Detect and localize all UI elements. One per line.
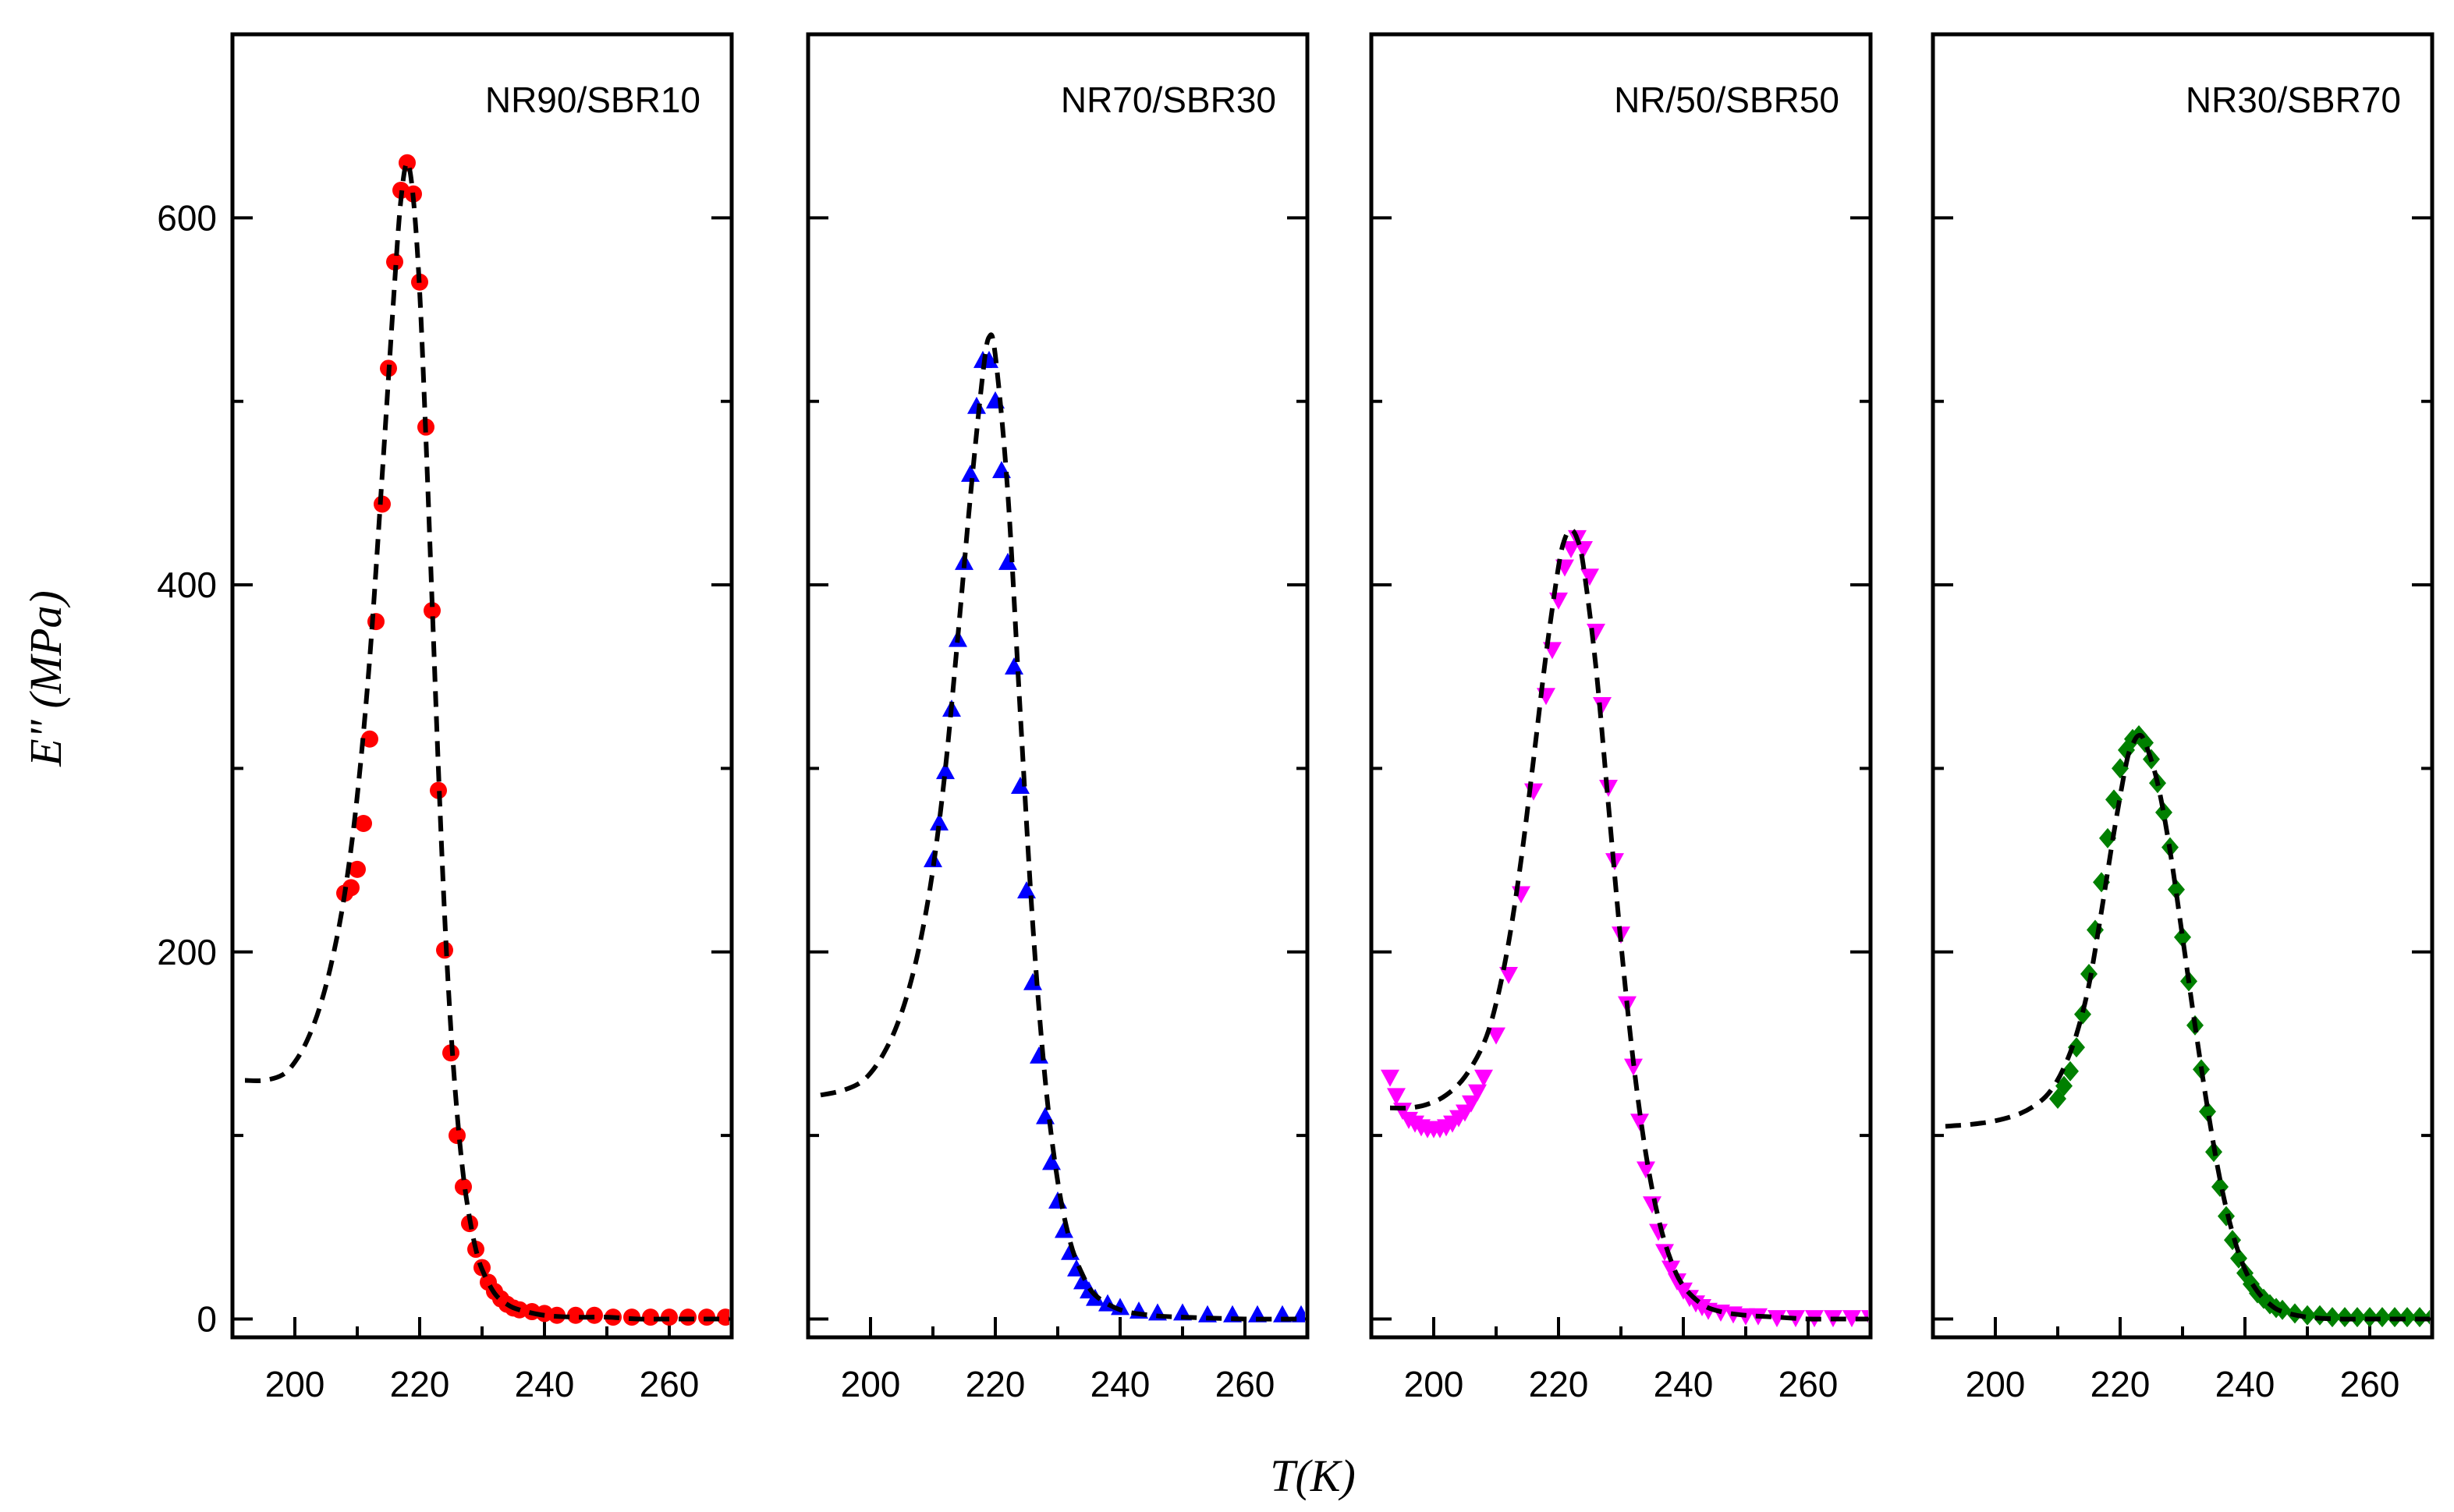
x-tick-label: 200 xyxy=(265,1364,325,1404)
data-point xyxy=(2174,926,2191,947)
data-point xyxy=(430,781,447,799)
panel-plot-area xyxy=(820,332,1305,1323)
y-tick-label: 600 xyxy=(157,197,217,238)
data-point xyxy=(1474,1069,1493,1087)
fit-curve xyxy=(820,332,1305,1322)
panel-frame xyxy=(1369,32,1873,1340)
panel-4: 200 220 240 260 NR30/SBR70 xyxy=(1931,32,2434,1404)
data-point xyxy=(1587,623,1605,641)
panels-container: 200 220 240 260 0 200 400 600 NR90/SBR10 200 220 24… xyxy=(157,32,2434,1404)
data-point xyxy=(642,1308,659,1326)
fit-curve xyxy=(244,160,729,1322)
x-tick-label: 240 xyxy=(515,1364,575,1404)
data-point xyxy=(998,552,1017,570)
data-point xyxy=(1468,1084,1487,1102)
data-point xyxy=(717,1308,729,1326)
data-point xyxy=(1111,1298,1129,1315)
data-point xyxy=(386,253,403,271)
data-point xyxy=(1562,540,1580,558)
x-tick-label: 220 xyxy=(390,1364,450,1404)
data-point xyxy=(1524,783,1543,801)
y-tick-label: 400 xyxy=(157,565,217,605)
x-tick-label: 220 xyxy=(1529,1364,1589,1404)
data-point xyxy=(2199,1101,2216,1122)
x-tick-label: 220 xyxy=(2091,1364,2151,1404)
panel-frame xyxy=(230,32,734,1340)
data-point xyxy=(1768,1310,1786,1328)
panel-plot-area xyxy=(1381,527,1868,1328)
panel-2: 200 220 240 260 NR70/SBR30 xyxy=(806,32,1310,1404)
x-tick-label: 240 xyxy=(2215,1364,2275,1404)
data-point xyxy=(1630,1114,1649,1131)
data-point xyxy=(2274,1299,2291,1320)
data-point xyxy=(1580,568,1599,586)
panel-label: NR/50/SBR50 xyxy=(1614,80,1839,120)
data-point xyxy=(2062,1061,2079,1082)
data-point xyxy=(2168,879,2185,900)
data-point xyxy=(1017,881,1036,899)
x-tick-label: 240 xyxy=(1654,1364,1714,1404)
data-point xyxy=(1005,657,1023,675)
x-tick-label: 200 xyxy=(841,1364,901,1404)
x-axis-title: T(K) xyxy=(1270,1450,1356,1501)
x-tick-label: 240 xyxy=(1090,1364,1151,1404)
panel-frame xyxy=(806,32,1310,1340)
x-tick-label: 200 xyxy=(1966,1364,2026,1404)
data-point xyxy=(1011,776,1030,794)
data-point xyxy=(1487,1027,1505,1045)
data-point xyxy=(961,464,980,482)
panel-plot-area xyxy=(1945,725,2430,1328)
panel-1: 200 220 240 260 0 200 400 600 NR90/SBR10 xyxy=(157,32,734,1404)
x-tick-label: 200 xyxy=(1404,1364,1464,1404)
panel-frame xyxy=(1931,32,2434,1340)
panel-label: NR70/SBR30 xyxy=(1061,80,1276,120)
data-point xyxy=(930,813,949,831)
data-point xyxy=(1624,1058,1643,1076)
panel-3: 200 220 240 260 NR/50/SBR50 xyxy=(1369,32,1873,1404)
data-point xyxy=(2299,1305,2316,1326)
panel-plot-area xyxy=(244,154,729,1326)
x-tick-label: 220 xyxy=(966,1364,1026,1404)
y-tick-label: 200 xyxy=(157,932,217,972)
data-point xyxy=(1023,972,1042,990)
data-point xyxy=(1574,540,1593,558)
data-point xyxy=(2399,1307,2416,1328)
data-point xyxy=(1637,1161,1655,1179)
fit-curve xyxy=(1945,732,2430,1322)
data-point xyxy=(424,602,441,620)
data-point xyxy=(1055,1220,1073,1238)
panel-label: NR90/SBR10 xyxy=(485,80,700,120)
x-tick-label: 260 xyxy=(640,1364,700,1404)
y-tick-label: 0 xyxy=(197,1298,217,1339)
data-point xyxy=(1593,697,1612,715)
data-point xyxy=(936,762,955,780)
data-point xyxy=(355,815,372,833)
data-point xyxy=(1661,1260,1680,1278)
panel-label: NR30/SBR70 xyxy=(2186,80,2401,120)
data-point xyxy=(1042,1153,1061,1170)
data-point xyxy=(1462,1095,1481,1113)
data-point xyxy=(1842,1310,1861,1328)
x-tick-label: 260 xyxy=(1778,1364,1839,1404)
data-point xyxy=(2324,1307,2341,1328)
y-axis-title: E" (MPa) xyxy=(20,590,71,767)
data-point xyxy=(349,860,366,878)
data-point xyxy=(1655,1244,1674,1262)
x-tick-label: 260 xyxy=(2340,1364,2400,1404)
data-point xyxy=(2074,1004,2091,1025)
fit-curve xyxy=(1389,527,1868,1322)
data-point xyxy=(1668,1273,1686,1291)
data-point xyxy=(361,730,378,748)
data-point xyxy=(1030,1046,1048,1064)
x-tick-label: 260 xyxy=(1215,1364,1275,1404)
data-point xyxy=(1499,967,1518,985)
data-point xyxy=(2349,1307,2366,1328)
data-point xyxy=(1387,1088,1406,1106)
data-point xyxy=(2155,802,2172,823)
data-point xyxy=(1381,1069,1399,1087)
data-point xyxy=(567,1306,584,1324)
data-point xyxy=(2374,1307,2391,1328)
